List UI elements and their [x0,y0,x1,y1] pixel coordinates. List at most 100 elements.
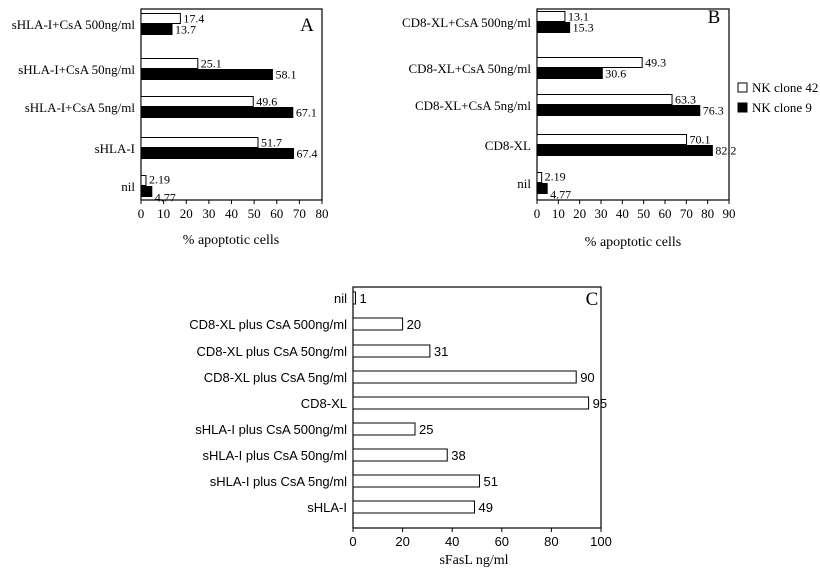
panel-a-x-axis: 0 10 20 30 40 50 60 70 80 [138,200,329,221]
panel-c-x-axis-title: sFasL ng/ml [439,553,508,568]
category-label-nil: nil [121,179,135,194]
panel-b-bars: CD8-XL+CsA 500ng/ml 13.115.3 CD8-XL+CsA 50… [402,10,736,202]
panel-c-x-axis: 0 20 40 60 80 100 [349,528,612,549]
data-label-cd8-xl-csa-5ng-ml-series-2: 76.3 [703,104,724,118]
data-label-nil-series-2: 4.77 [550,188,571,202]
panel-a-label: A [300,15,314,36]
data-label-shla-i: 49 [479,500,493,515]
data-label-cd8-xl-plus-csa-50ng-ml: 31 [434,344,448,359]
data-label-nil: 1 [359,291,366,306]
x-tick-label: 50 [248,206,261,221]
bar-shla-i [352,500,476,514]
bar-nil-series-1 [140,175,147,186]
x-tick-label: 0 [534,206,541,221]
data-label-shla-i-plus-csa-5ng-ml: 51 [483,474,497,489]
panel-c-label: C [586,289,599,310]
panel-b: B CD8-XL+CsA 500ng/ml 13.115.3CD8-XL+CsA … [402,7,818,250]
bar-cd8-xl-series-1 [536,134,688,145]
data-label-cd8-xl-plus-csa-5ng-ml: 90 [580,370,594,385]
bar-cd8-xl-csa-50ng-ml-series-1 [536,57,643,68]
x-tick-label: 60 [659,206,672,221]
legend-item-nk-clone-42: NK clone 42 [737,80,818,95]
panel-a-bars: sHLA-I+CsA 500ng/ml 17.413.7 sHLA-I+CsA 50… [12,12,318,205]
data-label-shla-i-csa-500ng-ml-series-2: 13.7 [175,23,196,37]
x-tick-label: 80 [544,534,558,549]
bar-nil-series-1 [536,172,543,183]
x-tick-label: 50 [637,206,650,221]
bar-cd8-xl-plus-csa-5ng-ml [352,370,577,384]
panel-b-label: B [708,7,721,28]
data-label-cd8-xl: 95 [593,396,607,411]
x-tick-label: 60 [495,534,509,549]
x-tick-label: 80 [701,206,714,221]
x-tick-label: 40 [445,534,459,549]
legend-swatch-open [737,82,748,93]
x-tick-label: 40 [616,206,629,221]
bar-shla-i-csa-500ng-ml-series-1 [140,13,181,24]
category-label-shla-i-plus-csa-50ng-ml: sHLA-I plus CsA 50ng/ml [202,448,347,463]
category-label-cd8-xl-plus-csa-500ng-ml: CD8-XL plus CsA 500ng/ml [189,317,347,332]
bar-shla-i-csa-50ng-ml-series-1 [140,58,199,69]
x-tick-label: 20 [573,206,586,221]
data-label-shla-i-plus-csa-50ng-ml: 38 [451,448,465,463]
data-label-cd8-xl-series-1: 70.1 [690,133,711,147]
x-tick-label: 90 [723,206,736,221]
bar-shla-i-plus-csa-5ng-ml [352,474,480,488]
category-label-cd8-xl: CD8-XL [301,396,347,411]
data-label-cd8-xl-plus-csa-500ng-ml: 20 [407,317,421,332]
category-label-cd8-xl-plus-csa-50ng-ml: CD8-XL plus CsA 50ng/ml [196,344,347,359]
category-label-cd8-xl-csa-5ng-ml: CD8-XL+CsA 5ng/ml [415,98,531,113]
x-tick-label: 70 [680,206,693,221]
bar-nil [352,291,356,305]
category-label-nil: nil [334,291,347,306]
data-label-cd8-xl-csa-50ng-ml-series-1: 49.3 [645,56,666,70]
bar-cd8-xl-plus-csa-50ng-ml [352,344,431,358]
x-tick-label: 70 [293,206,306,221]
legend-item-nk-clone-9: NK clone 9 [737,100,812,115]
data-label-cd8-xl-csa-500ng-ml-series-2: 15.3 [573,21,594,35]
x-tick-label: 10 [157,206,170,221]
data-label-nil-series-2: 4.77 [155,191,176,205]
bar-nil-series-2 [536,183,548,194]
panel-b-legend: NK clone 42 NK clone 9 [737,80,818,115]
bar-cd8-xl-csa-500ng-ml-series-1 [536,11,566,22]
bar-cd8-xl-plus-csa-500ng-ml [352,317,404,331]
panel-b-x-axis-title: % apoptotic cells [585,235,681,250]
data-label-shla-i-series-2: 67.4 [296,147,317,161]
data-label-shla-i-csa-50ng-ml-series-1: 25.1 [201,57,222,71]
bar-cd8-xl-csa-5ng-ml-series-1 [536,94,673,105]
x-tick-label: 30 [202,206,215,221]
bar-shla-i-series-1 [140,137,259,148]
panel-a: A sHLA-I+CsA 500ng/ml 17.413.7sHLA-I+CsA … [12,8,329,248]
data-label-cd8-xl-csa-5ng-ml-series-1: 63.3 [675,93,696,107]
x-tick-label: 0 [138,206,145,221]
category-label-shla-i: sHLA-I [307,500,347,515]
bar-cd8-xl [352,396,590,410]
bar-shla-i-csa-5ng-ml-series-1 [140,96,254,107]
panel-a-x-axis-title: % apoptotic cells [183,233,279,248]
x-tick-label: 100 [590,534,612,549]
x-tick-label: 20 [180,206,193,221]
x-tick-label: 60 [270,206,283,221]
data-label-nil-series-1: 2.19 [545,170,566,184]
data-label-shla-i-csa-5ng-ml-series-1: 49.6 [256,95,277,109]
bar-cd8-xl-csa-50ng-ml-series-2 [536,68,603,79]
bar-shla-i-csa-50ng-ml-series-2 [140,69,273,80]
category-label-cd8-xl-plus-csa-5ng-ml: CD8-XL plus CsA 5ng/ml [204,370,347,385]
data-label-shla-i-csa-500ng-ml-series-1: 17.4 [183,12,204,26]
category-label-shla-i-csa-500ng-ml: sHLA-I+CsA 500ng/ml [12,17,136,32]
data-label-cd8-xl-series-2: 82.2 [715,144,736,158]
x-tick-label: 0 [349,534,356,549]
legend-label-nk-clone-9: NK clone 9 [752,100,812,115]
x-tick-label: 10 [552,206,565,221]
x-tick-label: 20 [395,534,409,549]
data-label-cd8-xl-csa-50ng-ml-series-2: 30.6 [605,67,626,81]
x-tick-label: 80 [316,206,329,221]
bar-cd8-xl-csa-500ng-ml-series-2 [536,22,571,33]
data-label-nil-series-1: 2.19 [149,173,170,187]
bar-shla-i-series-2 [140,148,294,159]
panel-c: C nil 1 CD8-XL plus CsA 500ng/ml 20 CD8-XL p… [189,286,612,568]
panel-c-bars: nil 1 CD8-XL plus CsA 500ng/ml 20 CD8-XL plu… [189,291,607,515]
category-label-shla-i: sHLA-I [95,141,135,156]
